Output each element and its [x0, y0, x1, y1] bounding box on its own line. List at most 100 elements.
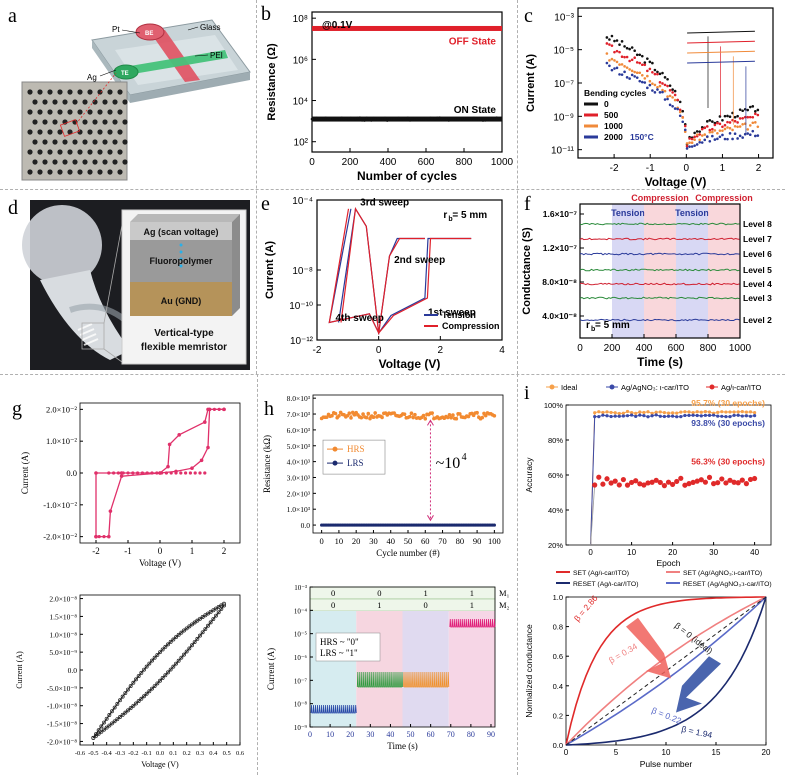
iv-point: [683, 124, 687, 128]
x-tick-label: -2: [313, 345, 322, 356]
electrode-dot: [112, 159, 118, 165]
legend-label: SET (Ag/ι-car/ITO): [573, 570, 629, 577]
iv-point: [690, 141, 694, 144]
x-tick-label: 20: [346, 730, 354, 739]
logic-legend-line: HRS ~ "0": [320, 637, 359, 647]
iv-point: [618, 43, 621, 46]
iv-point: [150, 686, 154, 691]
glove-hand: [22, 205, 102, 285]
iv-point: [107, 723, 112, 728]
on-state-point: [340, 116, 343, 120]
accuracy-point: [624, 482, 631, 488]
accuracy-point: [711, 481, 717, 487]
accuracy-point: [748, 414, 753, 418]
chart-g: g -2 -1 0 1 2 2.0×10⁻² 1.0×10⁻² 0.0 -1.0×10⁻² -2.…: [12, 398, 245, 769]
iv-point: [615, 49, 619, 53]
truth-row: [309, 598, 496, 612]
x-tick-label: 2: [438, 345, 444, 356]
on-state-point: [388, 117, 391, 121]
level-trace: [579, 237, 740, 241]
band-label: Tension: [675, 208, 709, 218]
accuracy-point: [727, 477, 733, 483]
iv-point: [671, 96, 674, 99]
x-tick-label: 60: [427, 730, 435, 739]
electrode-dot: [57, 109, 63, 115]
pulse-trace: [356, 671, 403, 688]
iv-point: [733, 124, 737, 128]
iv-point: [91, 735, 96, 740]
electrode-dot: [57, 89, 63, 95]
y-tick-label: 0.0: [66, 468, 77, 478]
iv-point: [112, 719, 117, 724]
iv-point: [128, 684, 133, 689]
accuracy-point: [728, 415, 732, 419]
y-tick-label: -1.0×10⁻²: [43, 500, 77, 510]
electrode-dot: [97, 109, 103, 115]
y-tick-label: 8.0×10⁻⁸: [542, 277, 577, 287]
on-state-point: [463, 117, 467, 121]
accuracy-point: [682, 482, 688, 488]
stress-band: [676, 204, 708, 338]
electrode-dot: [107, 89, 113, 95]
electrode-dot: [117, 109, 123, 115]
truth-row: [309, 586, 496, 600]
set-arrow: [626, 617, 671, 679]
iv-point: [222, 407, 226, 411]
x-tick-label: -1: [646, 163, 655, 174]
truth-cell: 1: [424, 588, 428, 598]
iv-point: [688, 137, 691, 140]
iv-point: [695, 130, 699, 133]
accuracy-point: [596, 474, 602, 480]
panel-g-letter: g: [12, 398, 22, 420]
iv-loop-0: [92, 603, 225, 739]
accuracy-point: [678, 475, 684, 481]
truth-cell: 0: [331, 588, 335, 598]
iv-point: [625, 46, 629, 50]
iv-point: [743, 132, 747, 136]
x-tick-label: 0: [588, 548, 593, 557]
accuracy-point: [703, 409, 707, 414]
iv-point: [681, 116, 685, 119]
iv-point: [192, 640, 197, 644]
iv-point: [131, 680, 136, 685]
iv-point: [663, 89, 667, 93]
logic-legend-box: [315, 632, 381, 662]
iv-point: [212, 407, 216, 411]
accuracy-point: [748, 410, 753, 414]
x-tick-label: 600: [418, 157, 435, 168]
on-state-point: [315, 116, 318, 120]
on-state-point: [338, 118, 341, 121]
electrode-dot: [102, 119, 108, 125]
series-band-on: [312, 116, 502, 122]
y-axis-label: Conductance (S): [521, 227, 533, 315]
x-tick-label: -0.4: [102, 750, 113, 757]
accuracy-point: [691, 413, 695, 417]
legend-label: 500: [604, 110, 618, 120]
iv-point: [190, 466, 194, 471]
iv-point: [190, 643, 194, 648]
iv-point: [643, 63, 647, 67]
iv-point: [625, 55, 629, 59]
level-label: Level 4: [743, 279, 772, 289]
accuracy-point: [625, 409, 630, 414]
iv-point: [708, 119, 712, 122]
electrode-dot: [27, 89, 33, 95]
x-tick-label: 0.6: [236, 750, 245, 757]
iv-point: [671, 88, 674, 91]
iv-point: [217, 407, 221, 411]
x-tick-label: 10: [662, 748, 671, 757]
accuracy-point: [736, 410, 740, 414]
electrode-dot: [77, 129, 83, 135]
beta-annotation: β = 0.34: [607, 641, 639, 665]
accuracy-point: [593, 414, 597, 419]
electrode-dot: [102, 139, 108, 145]
iv-point: [618, 73, 621, 76]
iv-point: [155, 652, 160, 657]
iv-point: [716, 137, 719, 141]
iv-point: [123, 710, 128, 715]
iv-point: [716, 121, 719, 125]
hrs-point: [413, 412, 417, 417]
electrode-dot: [72, 139, 78, 145]
iv-point: [107, 534, 111, 539]
iv-point: [746, 108, 750, 112]
